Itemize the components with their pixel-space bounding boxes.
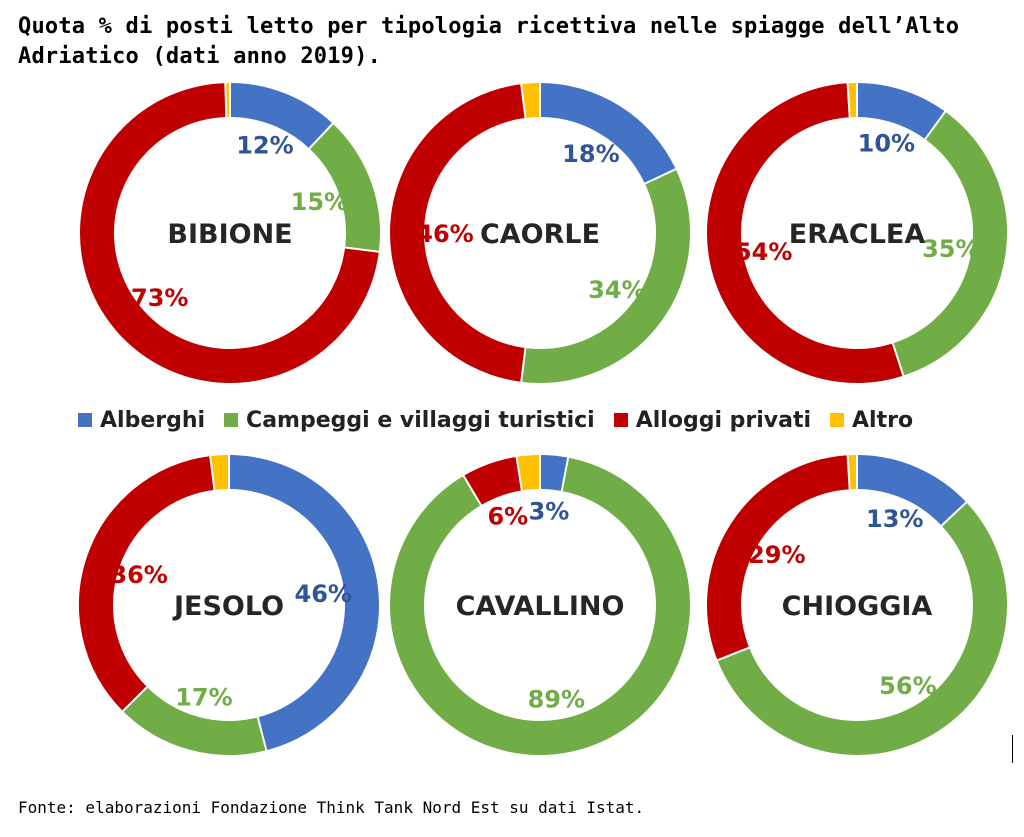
slice-alberghi bbox=[856, 455, 967, 526]
slice-separator bbox=[308, 122, 334, 150]
slice-separator bbox=[515, 456, 523, 491]
legend-swatch-alberghi bbox=[78, 413, 92, 427]
legend-item-altro: Altro bbox=[830, 408, 913, 433]
slice-campeggi-e-villaggi-turistici bbox=[309, 123, 380, 252]
slice-separator bbox=[891, 343, 905, 376]
slice-separator bbox=[224, 83, 228, 118]
legend-swatch-alloggi bbox=[613, 413, 628, 427]
donut-eraclea: 10% 35% 54%ERACLEA bbox=[707, 82, 1007, 383]
slice-alloggi-privati bbox=[463, 456, 523, 506]
data-label-alberghi: 10% bbox=[858, 130, 915, 158]
data-label-campeggi-e-villaggi-turistici: 17% bbox=[175, 684, 232, 712]
slice-separator bbox=[717, 646, 750, 662]
donut-center-title: CAORLE bbox=[480, 219, 600, 250]
slice-alberghi bbox=[539, 455, 569, 492]
data-label-alloggi-privati: 6% bbox=[487, 503, 528, 531]
legend-swatch-campeggi bbox=[224, 413, 239, 427]
data-label-alberghi: 12% bbox=[236, 132, 293, 160]
slice-alberghi bbox=[229, 83, 333, 149]
slice-alberghi bbox=[856, 83, 946, 140]
donut-jesolo: 46% 17% 36%JESOLO bbox=[79, 455, 379, 755]
slice-campeggi-e-villaggi-turistici bbox=[521, 169, 690, 383]
legend-item-campeggi: Campeggi e villaggi turistici bbox=[224, 408, 595, 433]
slice-campeggi-e-villaggi-turistici bbox=[390, 457, 690, 755]
data-label-alloggi-privati: 29% bbox=[748, 541, 805, 569]
donut-center-title: CHIOGGIA bbox=[782, 591, 933, 622]
data-label-campeggi-e-villaggi-turistici: 35% bbox=[922, 235, 979, 263]
data-label-alberghi: 46% bbox=[295, 580, 352, 608]
donut-center-title: JESOLO bbox=[172, 591, 284, 622]
chart-title: Quota % di posti letto per tipologia ric… bbox=[18, 14, 960, 69]
legend-item-alberghi: Alberghi bbox=[78, 408, 205, 433]
slice-separator bbox=[846, 83, 851, 118]
slice-alberghi bbox=[539, 83, 676, 185]
slice-alloggi-privati bbox=[707, 83, 904, 383]
data-label-alberghi: 3% bbox=[529, 497, 570, 525]
data-label-alloggi-privati: 46% bbox=[416, 220, 473, 248]
slice-separator bbox=[122, 686, 148, 712]
slice-separator bbox=[520, 84, 527, 119]
slice-separator bbox=[344, 246, 379, 253]
data-label-campeggi-e-villaggi-turistici: 34% bbox=[588, 276, 645, 304]
donut-center-title: ERACLEA bbox=[789, 219, 926, 250]
donut-chioggia: 13% 56% 29% CHIOGGIA bbox=[707, 454, 1007, 755]
slice-alloggi-privati bbox=[707, 455, 851, 661]
slice-campeggi-e-villaggi-turistici bbox=[892, 111, 1007, 376]
slice-alloggi-privati bbox=[79, 456, 215, 712]
slice-separator bbox=[520, 347, 527, 382]
slice-alberghi bbox=[228, 455, 379, 751]
data-label-alloggi-privati: 73% bbox=[131, 284, 188, 312]
slice-altro bbox=[516, 455, 541, 491]
slice-altro bbox=[521, 83, 541, 118]
slice-separator bbox=[462, 475, 482, 506]
legend-label: Campeggi e villaggi turistici bbox=[246, 407, 595, 433]
slice-separator bbox=[560, 457, 570, 492]
slice-alloggi-privati bbox=[390, 84, 526, 382]
data-label-alberghi: 18% bbox=[562, 140, 619, 168]
data-label-campeggi-e-villaggi-turistici: 56% bbox=[879, 672, 936, 700]
slice-separator bbox=[924, 111, 946, 140]
data-label-campeggi-e-villaggi-turistici: 89% bbox=[528, 686, 585, 714]
donut-center-title: BIBIONE bbox=[167, 219, 292, 250]
slice-altro bbox=[210, 455, 230, 490]
slice-separator bbox=[846, 455, 851, 490]
slice-separator bbox=[644, 168, 677, 185]
slice-separator bbox=[256, 717, 268, 751]
data-label-alloggi-privati: 36% bbox=[110, 561, 167, 589]
legend-label: Altro bbox=[852, 407, 914, 433]
divider-mark bbox=[1012, 735, 1013, 763]
donut-cavallino: 3% 89% 6% CAVALLINO bbox=[390, 455, 690, 755]
slice-separator bbox=[209, 456, 216, 491]
donut-bibione: 12% 15% 73% BIBIONE bbox=[80, 83, 380, 383]
data-label-alloggi-privati: 54% bbox=[735, 238, 792, 266]
source-note: Fonte: elaborazioni Fondazione Think Tan… bbox=[18, 798, 645, 817]
legend-label: Alloggi privati bbox=[635, 407, 812, 433]
donut-caorle: 18% 34% 46% CAORLE bbox=[390, 83, 690, 383]
legend: Alberghi Campeggi e villaggi turistici A… bbox=[78, 404, 932, 436]
slice-alloggi-privati bbox=[80, 83, 379, 383]
slice-campeggi-e-villaggi-turistici bbox=[717, 502, 1007, 755]
donut-center-title: CAVALLINO bbox=[456, 591, 625, 622]
slice-separator bbox=[940, 501, 968, 527]
data-label-campeggi-e-villaggi-turistici: 15% bbox=[291, 188, 348, 216]
legend-item-alloggi: Alloggi privati bbox=[613, 407, 812, 433]
legend-label: Alberghi bbox=[100, 407, 206, 433]
legend-swatch-altro bbox=[830, 413, 845, 427]
data-label-alberghi: 13% bbox=[866, 505, 923, 533]
slice-campeggi-e-villaggi-turistici bbox=[122, 686, 267, 755]
